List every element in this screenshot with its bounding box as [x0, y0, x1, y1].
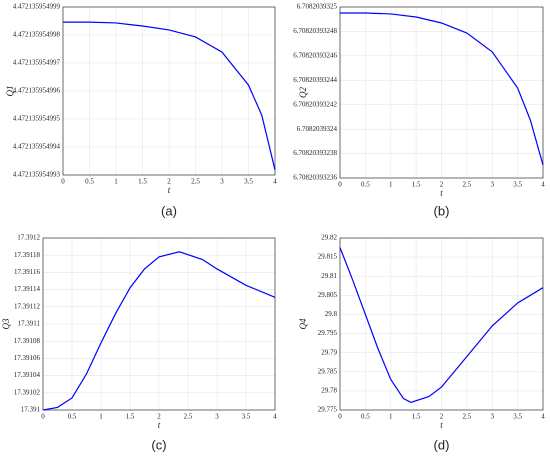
x-axis-label: t — [440, 420, 443, 430]
x-axis-label: t — [158, 420, 161, 430]
y-tick-label: 29.785 — [318, 367, 338, 375]
x-tick-label: 2 — [440, 181, 444, 189]
x-tick-label: 0 — [41, 413, 45, 421]
y-tick-label: 17.39116 — [14, 268, 40, 276]
y-tick-label: 17.39108 — [14, 337, 41, 345]
x-tick-label: 3.5 — [513, 413, 522, 421]
x-axis-label: t — [168, 185, 171, 195]
y-tick-label: 4.472135954998 — [13, 31, 61, 39]
x-tick-label: 3.5 — [242, 413, 251, 421]
plot-frame — [42, 237, 276, 411]
y-tick-label: 17.3912 — [17, 234, 40, 242]
x-tick-label: 0.5 — [361, 181, 370, 189]
plot-frame — [339, 237, 544, 411]
y-tick-label: 6.70820393244 — [293, 76, 337, 84]
y-axis-label: Q2 — [298, 87, 308, 98]
x-tick-label: 3 — [491, 181, 495, 189]
y-tick-label: 17.39104 — [14, 371, 41, 379]
y-tick-label: 4.472135954994 — [13, 143, 61, 151]
x-tick-label: 2 — [440, 413, 444, 421]
data-line — [339, 247, 544, 404]
y-tick-label: 4.472135954996 — [13, 87, 61, 95]
y-tick-label: 6.70820393238 — [293, 149, 337, 157]
x-axis-label: t — [440, 188, 443, 198]
x-tick-label: 0 — [338, 413, 342, 421]
x-tick-label: 0.5 — [85, 178, 94, 186]
y-tick-label: 4.472135954999 — [13, 3, 61, 11]
caption: (d) — [434, 437, 450, 452]
y-tick-label: 4.472135954995 — [13, 115, 61, 123]
y-tick-label: 4.472135954997 — [13, 59, 61, 67]
y-tick-label: 17.39114 — [14, 285, 40, 293]
y-tick-label: 17.39118 — [14, 251, 40, 259]
x-tick-label: 0.5 — [68, 413, 77, 421]
x-tick-label: 0 — [61, 178, 65, 186]
y-tick-label: 6.70820393246 — [293, 51, 337, 59]
x-tick-label: 1 — [114, 178, 118, 186]
y-tick-label: 4.472135954993 — [13, 171, 61, 179]
y-tick-label: 29.795 — [318, 329, 338, 337]
x-tick-label: 1 — [389, 413, 393, 421]
y-tick-label: 17.39102 — [14, 388, 41, 396]
y-tick-label: 17.39106 — [14, 354, 41, 362]
y-tick-label: 29.81 — [321, 272, 337, 280]
caption: (c) — [151, 437, 166, 452]
x-tick-label: 3 — [491, 413, 495, 421]
x-tick-label: 2.5 — [463, 181, 472, 189]
x-tick-label: 4 — [273, 413, 277, 421]
y-axis-label: Q4 — [298, 318, 308, 329]
x-tick-label: 4 — [541, 413, 545, 421]
y-tick-label: 29.775 — [318, 406, 338, 414]
y-tick-label: 17.3911 — [18, 320, 41, 328]
x-tick-label: 1.5 — [412, 181, 421, 189]
x-tick-label: 3.5 — [513, 181, 522, 189]
plot-frame — [62, 6, 276, 176]
y-axis-label: Q1 — [5, 86, 15, 97]
caption: (b) — [434, 203, 450, 218]
y-tick-label: 6.70820393236 — [293, 174, 337, 182]
x-tick-label: 1 — [389, 181, 393, 189]
y-tick-label: 29.78 — [321, 386, 337, 394]
caption: (a) — [161, 203, 177, 218]
x-tick-label: 2.5 — [463, 413, 472, 421]
y-tick-label: 29.805 — [318, 291, 338, 299]
x-tick-label: 4 — [273, 178, 277, 186]
x-tick-label: 2 — [167, 178, 171, 186]
y-tick-label: 17.39112 — [14, 302, 40, 310]
x-tick-label: 3.5 — [244, 178, 253, 186]
x-tick-label: 2.5 — [191, 178, 200, 186]
plot-frame — [339, 6, 544, 179]
y-axis-label: Q3 — [1, 318, 11, 329]
y-tick-label: 17.391 — [21, 406, 41, 414]
y-tick-label: 29.8 — [325, 310, 338, 318]
data-line — [63, 21, 276, 171]
x-tick-label: 4 — [541, 181, 545, 189]
y-tick-label: 6.7082039324 — [297, 125, 338, 133]
x-tick-label: 3 — [220, 178, 224, 186]
x-tick-label: 1.5 — [138, 178, 147, 186]
x-tick-label: 1.5 — [412, 413, 421, 421]
x-tick-label: 0 — [338, 181, 342, 189]
y-tick-label: 29.79 — [321, 348, 337, 356]
x-tick-label: 3 — [215, 413, 219, 421]
x-tick-label: 1.5 — [126, 413, 135, 421]
y-tick-label: 29.815 — [318, 253, 338, 261]
x-tick-label: 1 — [99, 413, 103, 421]
x-tick-label: 2 — [157, 413, 161, 421]
y-tick-label: 6.7082039325 — [297, 3, 338, 11]
y-tick-label: 6.70820393242 — [293, 100, 337, 108]
data-line — [340, 12, 544, 166]
data-line — [42, 251, 276, 411]
x-tick-label: 2.5 — [184, 413, 193, 421]
y-tick-label: 6.70820393248 — [293, 27, 337, 35]
y-tick-label: 29.82 — [321, 234, 337, 242]
x-tick-label: 0.5 — [361, 413, 370, 421]
